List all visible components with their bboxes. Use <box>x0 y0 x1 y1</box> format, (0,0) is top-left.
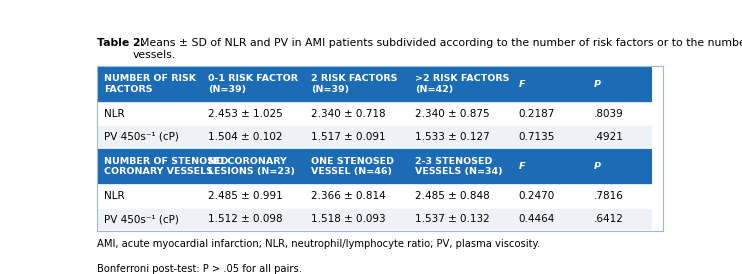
Bar <box>304 125 408 148</box>
Bar <box>97 185 201 208</box>
Text: 2.366 ± 0.814: 2.366 ± 0.814 <box>312 192 386 201</box>
Text: NLR: NLR <box>104 192 125 201</box>
Bar <box>201 185 304 208</box>
Text: PV 450s⁻¹ (cP): PV 450s⁻¹ (cP) <box>104 214 179 224</box>
Text: 1.518 ± 0.093: 1.518 ± 0.093 <box>312 214 386 224</box>
Text: 1.517 ± 0.091: 1.517 ± 0.091 <box>312 132 386 142</box>
Bar <box>587 65 652 102</box>
Text: PV 450s⁻¹ (cP): PV 450s⁻¹ (cP) <box>104 132 179 142</box>
Text: F: F <box>519 162 525 171</box>
Bar <box>304 148 408 185</box>
Text: 1.533 ± 0.127: 1.533 ± 0.127 <box>415 132 490 142</box>
Text: 2.340 ± 0.718: 2.340 ± 0.718 <box>312 109 386 119</box>
Text: 1.537 ± 0.132: 1.537 ± 0.132 <box>415 214 490 224</box>
Bar <box>511 125 587 148</box>
Bar <box>408 185 511 208</box>
Bar <box>587 185 652 208</box>
Text: 0.2187: 0.2187 <box>519 109 555 119</box>
Bar <box>304 185 408 208</box>
Bar <box>587 148 652 185</box>
Text: P: P <box>594 79 601 89</box>
Bar <box>97 125 201 148</box>
Text: 2.485 ± 0.848: 2.485 ± 0.848 <box>415 192 490 201</box>
Text: >2 RISK FACTORS
(N=42): >2 RISK FACTORS (N=42) <box>415 74 509 94</box>
Text: AMI, acute myocardial infarction; NLR, neutrophil/lymphocyte ratio; PV, plasma v: AMI, acute myocardial infarction; NLR, n… <box>97 239 541 249</box>
Text: NLR: NLR <box>104 109 125 119</box>
Text: .7816: .7816 <box>594 192 623 201</box>
Bar <box>304 208 408 230</box>
Text: F: F <box>519 79 525 89</box>
Text: 2.485 ± 0.991: 2.485 ± 0.991 <box>208 192 283 201</box>
Text: 0.2470: 0.2470 <box>519 192 555 201</box>
Bar <box>408 148 511 185</box>
Bar <box>511 148 587 185</box>
Text: P: P <box>594 162 601 171</box>
Bar <box>408 208 511 230</box>
Bar <box>408 65 511 102</box>
Text: 1.504 ± 0.102: 1.504 ± 0.102 <box>208 132 282 142</box>
Text: 2 RISK FACTORS
(N=39): 2 RISK FACTORS (N=39) <box>312 74 398 94</box>
Bar <box>304 65 408 102</box>
Bar <box>511 185 587 208</box>
Text: ONE STENOSED
VESSEL (N=46): ONE STENOSED VESSEL (N=46) <box>312 157 394 176</box>
Text: Table 2.: Table 2. <box>97 38 145 48</box>
Bar <box>304 102 408 125</box>
Bar <box>201 102 304 125</box>
Bar <box>511 65 587 102</box>
Text: .8039: .8039 <box>594 109 623 119</box>
Text: 2.453 ± 1.025: 2.453 ± 1.025 <box>208 109 283 119</box>
Bar <box>201 125 304 148</box>
Text: NUMBER OF RISK
FACTORS: NUMBER OF RISK FACTORS <box>104 74 196 94</box>
Bar <box>511 208 587 230</box>
Bar <box>97 148 201 185</box>
Text: 0.4464: 0.4464 <box>519 214 555 224</box>
Bar <box>511 102 587 125</box>
Text: Bonferroni post-test: P > .05 for all pairs.: Bonferroni post-test: P > .05 for all pa… <box>97 264 302 274</box>
Bar <box>408 102 511 125</box>
Bar <box>587 102 652 125</box>
Bar <box>587 125 652 148</box>
Bar <box>201 65 304 102</box>
Text: 0.7135: 0.7135 <box>519 132 555 142</box>
Text: Means ± SD of NLR and PV in AMI patients subdivided according to the number of r: Means ± SD of NLR and PV in AMI patients… <box>133 38 742 60</box>
Text: 2-3 STENOSED
VESSELS (N=34): 2-3 STENOSED VESSELS (N=34) <box>415 157 502 176</box>
Bar <box>201 208 304 230</box>
Bar <box>201 148 304 185</box>
Bar <box>587 208 652 230</box>
Bar <box>97 102 201 125</box>
Text: .4921: .4921 <box>594 132 623 142</box>
Bar <box>97 208 201 230</box>
Bar <box>408 125 511 148</box>
Text: 0-1 RISK FACTOR
(N=39): 0-1 RISK FACTOR (N=39) <box>208 74 298 94</box>
Text: NUMBER OF STENOSED
CORONARY VESSELS: NUMBER OF STENOSED CORONARY VESSELS <box>104 157 229 176</box>
Bar <box>97 65 201 102</box>
Text: NO CORONARY
LESIONS (N=23): NO CORONARY LESIONS (N=23) <box>208 157 295 176</box>
Text: 2.340 ± 0.875: 2.340 ± 0.875 <box>415 109 490 119</box>
Text: 1.512 ± 0.098: 1.512 ± 0.098 <box>208 214 283 224</box>
Text: .6412: .6412 <box>594 214 623 224</box>
